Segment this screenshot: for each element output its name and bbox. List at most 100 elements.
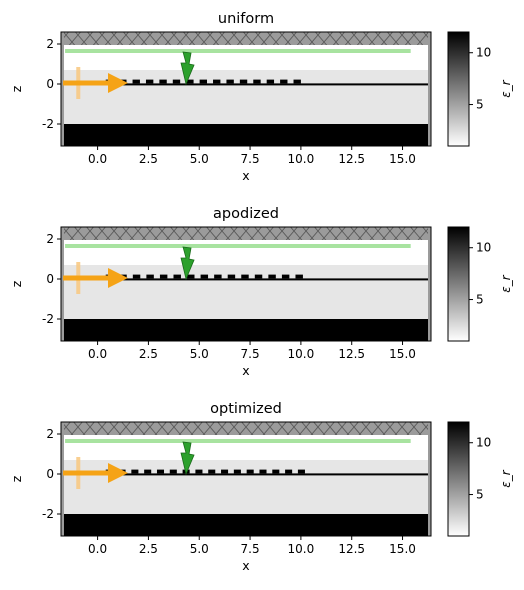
- grating-tooth: [281, 274, 290, 279]
- pml-boundary-right: [428, 422, 431, 536]
- field-monitor: [65, 439, 411, 443]
- y-axis-label: z: [9, 280, 24, 287]
- y-tick-label: 0: [46, 272, 54, 286]
- axes-frame: [60, 31, 432, 147]
- grating-tooth: [246, 469, 254, 474]
- grating-tooth: [172, 79, 181, 84]
- colorbar: [447, 421, 470, 537]
- grating-tooth: [241, 274, 249, 279]
- x-tick-label: 12.5: [338, 152, 365, 166]
- colorbar-label: ε_r: [499, 79, 513, 97]
- y-tick-label: -2: [42, 117, 54, 131]
- grating-tooth: [213, 79, 221, 84]
- pml-boundary-right: [428, 227, 431, 341]
- x-axis-label: x: [242, 363, 249, 378]
- grating-tooth: [199, 79, 207, 84]
- colorbar-tick-label: 5: [476, 488, 484, 502]
- x-tick-label: 15.0: [389, 347, 416, 361]
- x-tick-label: 5.0: [190, 542, 209, 556]
- oxide-layer: [61, 70, 431, 124]
- grating-tooth: [253, 79, 261, 84]
- x-tick-label: 12.5: [338, 347, 365, 361]
- panel-title: optimized: [210, 401, 282, 417]
- input-beam-arrow: [180, 441, 195, 476]
- x-tick-label: 7.5: [241, 542, 260, 556]
- grating-tooth: [195, 469, 203, 474]
- x-tick-label: 5.0: [190, 152, 209, 166]
- colorbar-tick-label: 5: [476, 98, 484, 112]
- panel-optimized: optimized 0.0 2.5 5.0 7.5 10.0 12.5 15.0 2 0 -2 x z 1…: [9, 401, 513, 573]
- grating-tooth: [285, 469, 293, 474]
- panel-title: uniform: [218, 11, 274, 27]
- grating-tooth: [208, 469, 216, 474]
- x-tick-label: 2.5: [139, 152, 158, 166]
- pml-boundary-top: [61, 32, 431, 45]
- colorbar-tick-label: 10: [476, 46, 491, 60]
- field-monitor: [65, 49, 411, 53]
- pml-boundary-left: [61, 227, 64, 341]
- input-beam-arrow: [180, 51, 195, 86]
- grating-tooth: [280, 79, 288, 84]
- x-tick-label: 2.5: [139, 542, 158, 556]
- x-tick-label: 5.0: [190, 347, 209, 361]
- y-tick-label: -2: [42, 312, 54, 326]
- colorbar-tick-label: 5: [476, 293, 484, 307]
- x-tick-label: 7.5: [241, 347, 260, 361]
- x-tick-label: 0.0: [88, 347, 107, 361]
- grating-tooth: [159, 79, 167, 84]
- x-tick-label: 15.0: [389, 542, 416, 556]
- x-axis-label: x: [242, 168, 249, 183]
- grating-tooth: [187, 274, 195, 279]
- y-tick-label: -2: [42, 507, 54, 521]
- oxide-layer: [61, 460, 431, 514]
- x-tick-label: 2.5: [139, 347, 158, 361]
- grating-tooth: [131, 469, 139, 474]
- grating-tooth: [295, 274, 303, 279]
- panel-uniform: uniform 0.0 2.5 5.0 7.5 10.0 12.5 15.0 2 0 -2 x z 10 5…: [9, 11, 513, 183]
- colorbar: [447, 31, 470, 147]
- grating-tooth: [259, 469, 267, 474]
- panel-title: apodized: [213, 206, 279, 222]
- colorbar-label: ε_r: [499, 469, 513, 487]
- y-tick-label: 2: [46, 232, 54, 246]
- grating-tooth: [156, 469, 165, 474]
- pml-boundary-top: [61, 227, 431, 240]
- pml-boundary-top: [61, 422, 431, 435]
- x-tick-label: 10.0: [288, 542, 315, 556]
- grating-tooth: [132, 274, 141, 279]
- axes-frame: [60, 421, 432, 537]
- grating-tooth: [254, 274, 263, 279]
- waveguide-core: [61, 278, 430, 281]
- grating-tooth: [227, 274, 236, 279]
- grating-tooth: [144, 469, 152, 474]
- y-tick-label: 2: [46, 427, 54, 441]
- substrate-layer: [61, 514, 431, 536]
- x-tick-label: 7.5: [241, 152, 260, 166]
- grating-tooth: [297, 469, 305, 474]
- grating-tooth: [239, 79, 248, 84]
- grating-tooth: [146, 274, 154, 279]
- x-tick-label: 10.0: [288, 152, 315, 166]
- grating-tooth: [293, 79, 301, 84]
- x-axis-label: x: [242, 558, 249, 573]
- x-tick-label: 15.0: [389, 152, 416, 166]
- grating-tooth: [173, 274, 181, 279]
- grating-tooth: [266, 79, 275, 84]
- field-monitor: [65, 244, 411, 248]
- y-axis-label: z: [9, 85, 24, 92]
- y-tick-label: 0: [46, 467, 54, 481]
- colorbar-tick-label: 10: [476, 241, 491, 255]
- colorbar: [447, 226, 470, 342]
- grating-tooth: [159, 274, 168, 279]
- input-beam-arrow: [180, 246, 195, 281]
- x-tick-label: 0.0: [88, 542, 107, 556]
- grating-tooth: [221, 469, 229, 474]
- substrate-layer: [61, 319, 431, 341]
- y-tick-label: 0: [46, 77, 54, 91]
- grating-tooth: [119, 79, 127, 84]
- substrate-layer: [61, 124, 431, 146]
- grating-tooth: [272, 469, 280, 474]
- pml-boundary-left: [61, 422, 64, 536]
- grating-tooth: [118, 469, 126, 474]
